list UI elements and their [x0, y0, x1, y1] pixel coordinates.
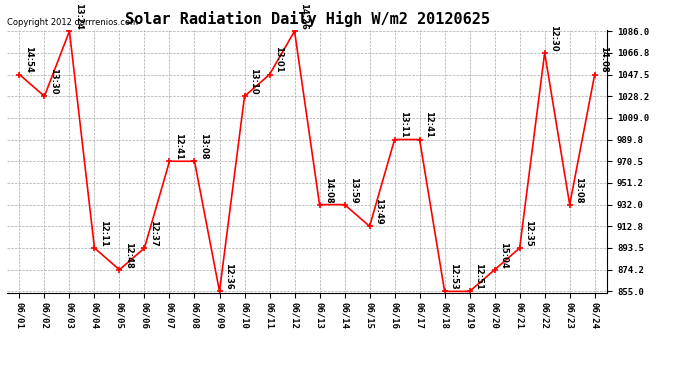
Text: 12:11: 12:11 [99, 220, 108, 247]
Text: 13:11: 13:11 [399, 111, 408, 138]
Text: Copyright 2012 darrrenios.com: Copyright 2012 darrrenios.com [7, 18, 138, 27]
Text: 13:10: 13:10 [248, 68, 257, 95]
Text: 14:08: 14:08 [599, 46, 608, 73]
Title: Solar Radiation Daily High W/m2 20120625: Solar Radiation Daily High W/m2 20120625 [125, 12, 489, 27]
Text: 13:08: 13:08 [199, 134, 208, 160]
Text: 14:26: 14:26 [299, 3, 308, 30]
Text: 12:51: 12:51 [474, 263, 483, 290]
Text: 12:41: 12:41 [174, 133, 183, 160]
Text: 13:01: 13:01 [274, 46, 283, 73]
Text: 14:54: 14:54 [23, 46, 32, 73]
Text: 12:35: 12:35 [524, 220, 533, 247]
Text: 12:48: 12:48 [124, 242, 132, 268]
Text: 12:37: 12:37 [148, 220, 157, 247]
Text: 12:41: 12:41 [424, 111, 433, 138]
Text: 13:24: 13:24 [74, 3, 83, 30]
Text: 13:30: 13:30 [48, 68, 57, 95]
Text: 15:04: 15:04 [499, 242, 508, 268]
Text: 13:08: 13:08 [574, 177, 583, 203]
Text: 12:36: 12:36 [224, 263, 233, 290]
Text: 13:59: 13:59 [348, 177, 357, 203]
Text: 14:08: 14:08 [324, 177, 333, 203]
Text: 12:53: 12:53 [448, 263, 457, 290]
Text: 12:30: 12:30 [549, 25, 558, 51]
Text: 13:49: 13:49 [374, 198, 383, 225]
